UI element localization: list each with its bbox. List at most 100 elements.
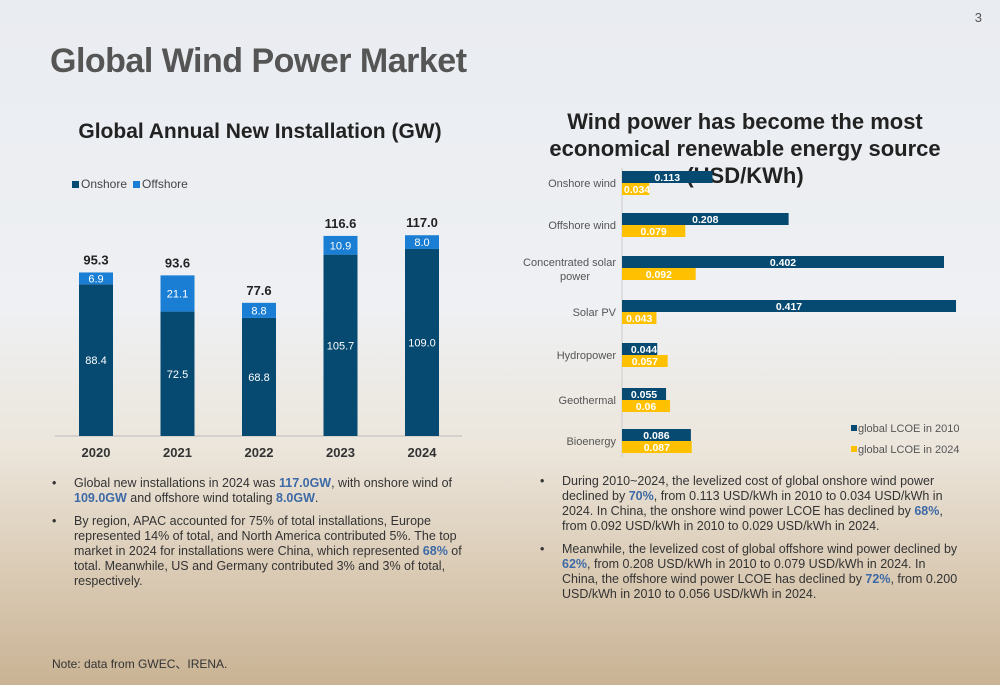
- category-label-cont: power: [560, 271, 590, 283]
- bullet-text: By region, APAC accounted for 75% of tot…: [74, 514, 457, 558]
- lcoe-bullets: During 2010~2024, the levelized cost of …: [540, 474, 960, 610]
- bar-lcoe-2010: [622, 343, 658, 355]
- installation-bullets: Global new installations in 2024 was 117…: [52, 476, 472, 597]
- label-onshore: 88.4: [85, 355, 106, 367]
- label-lcoe-2010: 0.113: [654, 172, 680, 184]
- bar-onshore: [160, 311, 195, 436]
- bullet-item: Global new installations in 2024 was 117…: [52, 476, 472, 506]
- highlight-text: 68%: [422, 544, 448, 558]
- bullet-text: Meanwhile, the levelized cost of global …: [562, 542, 958, 556]
- category-label: Hydropower: [557, 350, 617, 362]
- label-lcoe-2010: 0.044: [631, 344, 657, 356]
- bar-onshore: [405, 248, 439, 436]
- label-total: 77.6: [246, 283, 271, 298]
- legend-2024-swatch: [851, 446, 857, 452]
- lcoe-chart: Onshore wind 0.113 0.034 Offshore wind 0.208…: [523, 168, 960, 457]
- label-lcoe-2010: 0.402: [770, 257, 796, 269]
- bar-onshore: [323, 254, 358, 436]
- category-label: Onshore wind: [548, 178, 616, 190]
- label-onshore: 72.5: [167, 369, 188, 381]
- x-tick-label: 2024: [408, 445, 438, 460]
- category-label: Geothermal: [559, 395, 616, 407]
- label-offshore: 10.9: [330, 240, 351, 252]
- bar-lcoe-2024: [622, 225, 686, 237]
- label-lcoe-2024: 0.057: [632, 356, 658, 368]
- x-tick-label: 2021: [163, 445, 192, 460]
- label-lcoe-2024: 0.079: [640, 226, 666, 238]
- bar-lcoe-2024: [622, 312, 657, 324]
- bar-offshore: [242, 302, 276, 318]
- bar-onshore: [242, 317, 276, 436]
- label-onshore: 68.8: [248, 372, 269, 384]
- category-label: Concentrated solar: [523, 257, 616, 269]
- bar-lcoe-2010: [622, 213, 789, 225]
- bullet-item: By region, APAC accounted for 75% of tot…: [52, 514, 472, 589]
- bullet-text: and offshore wind totaling: [126, 491, 276, 505]
- label-offshore: 8.0: [414, 237, 429, 249]
- category-label: Bioenergy: [566, 436, 616, 448]
- bar-lcoe-2024: [622, 400, 671, 412]
- bullet-text: , from 0.113 USD/kWh in 2010 to 0.034 US…: [562, 489, 943, 518]
- bar-lcoe-2024: [622, 441, 692, 453]
- label-lcoe-2024: 0.034: [624, 184, 650, 196]
- label-lcoe-2024: 0.087: [644, 442, 670, 454]
- bar-onshore: [79, 284, 113, 436]
- bar-lcoe-2010: [622, 300, 957, 312]
- x-tick-label: 2020: [82, 445, 111, 460]
- highlight-text: 8.0GW: [276, 491, 315, 505]
- label-lcoe-2010: 0.055: [631, 389, 657, 401]
- label-total: 116.6: [325, 216, 357, 231]
- x-tick-label: 2022: [245, 445, 274, 460]
- label-lcoe-2010: 0.086: [643, 430, 669, 442]
- bullet-text: of total. Meanwhile, US and Germany cont…: [74, 544, 462, 588]
- bar-lcoe-2010: [622, 256, 945, 268]
- bar-lcoe-2024: [622, 183, 650, 195]
- bar-offshore: [323, 235, 358, 255]
- installation-chart-title: Global Annual New Installation (GW): [78, 120, 442, 143]
- bullet-text: , with onshore wind of: [331, 476, 453, 490]
- legend-2010-swatch: [851, 425, 857, 431]
- label-lcoe-2010: 0.208: [692, 214, 718, 226]
- bar-lcoe-2010: [622, 171, 713, 183]
- page-title: Global Wind Power Market: [50, 42, 467, 80]
- installation-chart: 88.4 6.9 95.3 2020 72.5 21.1 93.6 2021 68.8 8.8 77…: [55, 215, 462, 460]
- highlight-text: 72%: [865, 572, 891, 586]
- label-offshore: 6.9: [88, 273, 103, 285]
- legend-2010: global LCOE in 2010: [858, 423, 960, 435]
- bar-lcoe-2010: [622, 429, 691, 441]
- x-tick-label: 2023: [326, 445, 355, 460]
- highlight-text: 109.0GW: [74, 491, 127, 505]
- label-lcoe-2024: 0.092: [646, 269, 672, 281]
- page-number: 3: [974, 10, 982, 25]
- bullet-text: Global new installations in 2024 was: [74, 476, 279, 490]
- lcoe-chart-title: Wind power has become the most economica…: [549, 109, 941, 188]
- bullet-item: Meanwhile, the levelized cost of global …: [540, 542, 960, 602]
- bullet-text: .: [314, 491, 319, 505]
- bar-offshore: [405, 235, 439, 249]
- bar-offshore: [160, 275, 195, 312]
- label-offshore: 21.1: [167, 288, 188, 300]
- label-total: 95.3: [83, 252, 108, 267]
- legend-offshore: Offshore: [133, 177, 188, 191]
- bullet-item: During 2010~2024, the levelized cost of …: [540, 474, 960, 534]
- bar-lcoe-2024: [622, 355, 668, 367]
- highlight-text: 70%: [628, 489, 654, 503]
- installation-legend: Onshore Offshore: [72, 177, 188, 191]
- highlight-text: 62%: [562, 557, 588, 571]
- label-lcoe-2024: 0.043: [626, 313, 652, 325]
- bullet-text: During 2010~2024, the levelized cost of …: [562, 474, 935, 503]
- label-onshore: 109.0: [408, 337, 436, 349]
- bullet-text: , from 0.200 USD/kWh in 2010 to 0.056 US…: [562, 572, 958, 601]
- bar-offshore: [79, 272, 113, 285]
- bullet-text: , from 0.092 USD/kWh in 2010 to 0.029 US…: [562, 504, 943, 533]
- legend-2024: global LCOE in 2024: [858, 444, 960, 456]
- category-label: Offshore wind: [548, 220, 616, 232]
- bullet-text: , from 0.208 USD/kWh in 2010 to 0.079 US…: [562, 557, 926, 586]
- source-note: Note: data from GWEC、IRENA.: [52, 657, 228, 671]
- legend-onshore: Onshore: [72, 177, 127, 191]
- highlight-text: 117.0GW: [278, 476, 332, 490]
- bar-lcoe-2010: [622, 388, 667, 400]
- label-offshore: 8.8: [251, 305, 266, 317]
- label-total: 93.6: [165, 255, 190, 270]
- label-lcoe-2024: 0.06: [636, 401, 657, 413]
